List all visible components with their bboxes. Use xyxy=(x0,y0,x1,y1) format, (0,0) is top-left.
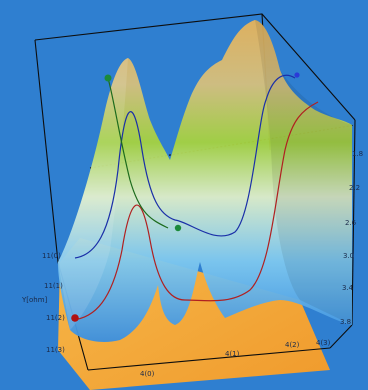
z-tick-label: 1.8 xyxy=(352,150,363,158)
z-tick-label: 3.4 xyxy=(342,284,354,292)
x-tick-label: 4(2) xyxy=(285,341,300,349)
surface-mesh xyxy=(58,20,352,342)
valley-marker-green[interactable] xyxy=(174,224,182,232)
peak-marker-blue[interactable] xyxy=(294,72,300,78)
red-trace xyxy=(71,101,319,321)
z-tick-label: 3.8 xyxy=(340,318,351,326)
y-tick-label: 11(2) xyxy=(46,314,65,322)
z-tick-label: 2.6 xyxy=(345,219,357,227)
y-tick-labels: 11(0) 11(1) 11(2) 11(3) xyxy=(42,252,65,354)
y-tick-label: 11(3) xyxy=(46,346,65,354)
z-tick-label: 2.2 xyxy=(349,184,360,192)
y-tick-label: 11(0) xyxy=(42,252,61,260)
green-trace xyxy=(107,77,169,229)
x-tick-label: 4(3) xyxy=(316,339,331,347)
peak-marker-green[interactable] xyxy=(104,74,112,82)
y-axis-label: Y[ohm] xyxy=(21,296,48,304)
surface-shade-right xyxy=(255,20,352,325)
surface-shade-left xyxy=(58,58,128,330)
z-tick-labels: 3.8 3.4 3.0 2.6 2.2 1.8 xyxy=(340,150,363,326)
z-tick-label: 3.0 xyxy=(343,252,354,260)
x-tick-label: 4(1) xyxy=(225,350,240,358)
x-tick-labels: 4(0) 4(1) 4(2) 4(3) xyxy=(140,339,331,378)
y-tick-label: 11(1) xyxy=(44,282,63,290)
blue-trace xyxy=(74,74,296,259)
x-tick-label: 4(0) xyxy=(140,370,155,378)
base-marker-red[interactable] xyxy=(71,314,79,322)
